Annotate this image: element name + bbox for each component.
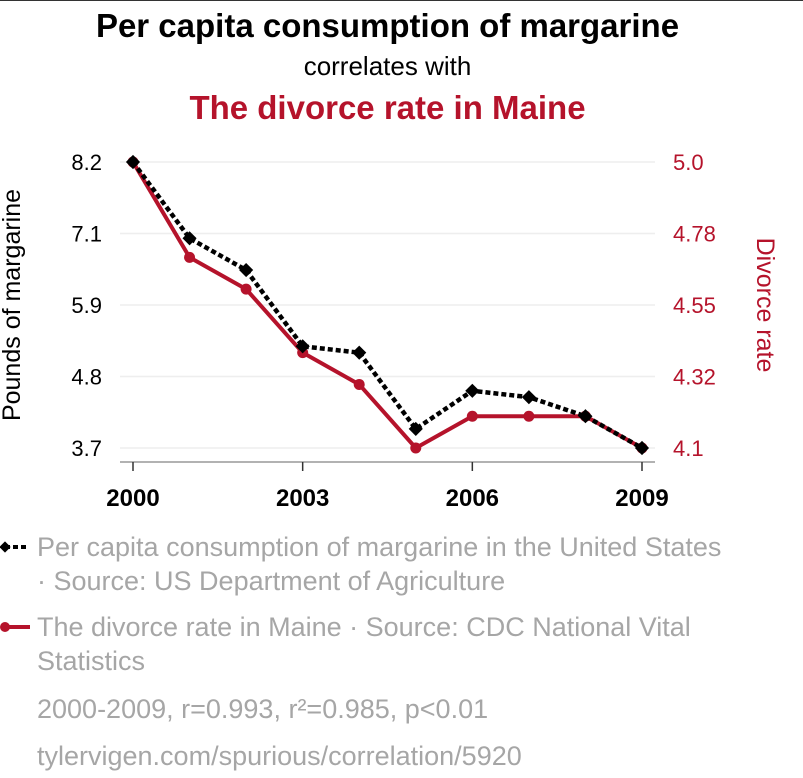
y-tick-label-left: 3.7 xyxy=(71,436,102,461)
data-point-divorce xyxy=(353,378,365,390)
data-point-margarine xyxy=(182,231,197,246)
data-point-margarine xyxy=(634,440,650,456)
y-tick-label-left: 7.1 xyxy=(71,222,102,247)
data-point-margarine xyxy=(295,339,310,354)
data-point-margarine xyxy=(408,421,423,437)
y-tick-label-right: 4.78 xyxy=(673,222,716,247)
legend-item-margarine: Per capita consumption of margarine in t… xyxy=(37,532,722,596)
y-tick-label-right: 4.55 xyxy=(673,293,716,318)
data-point-divorce xyxy=(523,410,535,422)
y-tick-label-left: 4.8 xyxy=(71,365,102,390)
data-point-margarine xyxy=(578,409,593,424)
chart-title: Per capita consumption of margarine xyxy=(95,7,680,44)
data-point-divorce xyxy=(410,442,422,454)
legend-item-divorce: The divorce rate in Maine · Source: CDC … xyxy=(37,612,691,676)
legend-marker-divorce xyxy=(0,622,30,632)
x-tick-label: 2006 xyxy=(446,485,499,512)
chart-title-secondary: The divorce rate in Maine xyxy=(189,89,586,126)
y-axis-label-left: Pounds of margarine xyxy=(0,189,26,421)
data-point-margarine xyxy=(352,345,367,360)
series-line-divorce xyxy=(131,160,643,450)
source-url: tylervigen.com/spurious/correlation/5920 xyxy=(37,741,522,771)
y-tick-label-right: 4.1 xyxy=(673,436,704,461)
series-line-margarine xyxy=(131,160,644,450)
y-axis-label-right: Divorce rate xyxy=(751,238,779,373)
chart-subtitle: correlates with xyxy=(303,51,472,81)
y-tick-label-right: 5.0 xyxy=(673,150,704,175)
data-point-divorce xyxy=(240,283,252,295)
y-tick-label-left: 8.2 xyxy=(71,150,102,175)
data-point-divorce xyxy=(184,251,196,263)
x-tick-label: 2003 xyxy=(276,485,329,512)
y-tick-label-right: 4.32 xyxy=(673,365,716,390)
chart: 8.2 5.0 7.1 4.78 5.9 4.55 4.8 4.32 3.7 4.1 2000 200… xyxy=(0,150,779,512)
stats-text: 2000-2009, r=0.993, r²=0.985, p<0.01 xyxy=(37,694,489,724)
data-point-margarine xyxy=(465,383,480,398)
data-point-divorce xyxy=(466,410,478,422)
data-point-margarine xyxy=(239,262,254,278)
data-point-margarine xyxy=(521,390,536,405)
x-tick-label: 2000 xyxy=(106,485,159,512)
x-tick-label: 2009 xyxy=(615,485,668,512)
y-tick-label-left: 5.9 xyxy=(71,293,102,318)
legend-marker-margarine xyxy=(0,541,28,553)
